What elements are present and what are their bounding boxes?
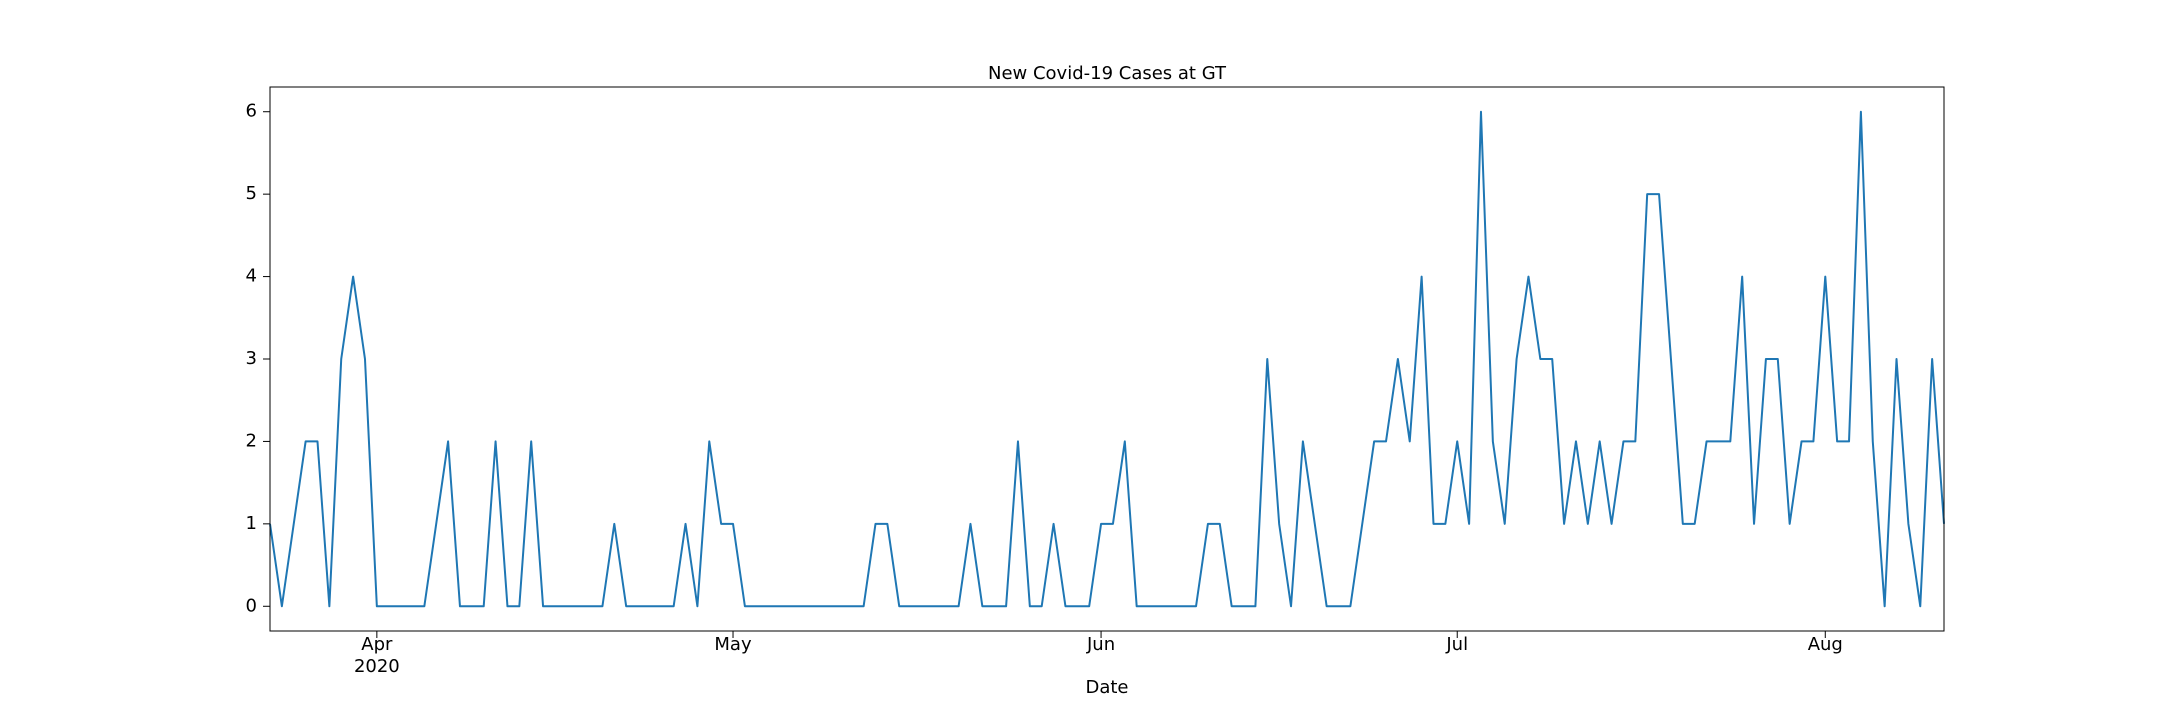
y-tick-label: 1 — [246, 513, 257, 534]
y-tick-label: 4 — [246, 266, 257, 287]
x-tick-label: Apr 2020 — [354, 634, 400, 677]
y-tick-label: 6 — [246, 101, 257, 122]
plot-frame — [269, 86, 1945, 632]
data-line — [269, 110, 1945, 608]
y-tick-label: 5 — [246, 183, 257, 204]
chart-title: New Covid-19 Cases at GT — [988, 63, 1227, 84]
x-axis-label: Date — [1085, 677, 1128, 698]
x-tick-label: May — [714, 634, 752, 655]
y-tick-label: 2 — [246, 430, 257, 451]
y-tick-label: 3 — [246, 348, 257, 369]
y-tick-label: 0 — [246, 595, 257, 616]
x-tick-label: Jun — [1086, 634, 1115, 655]
x-tick-label: Aug — [1808, 634, 1843, 655]
x-tick-label: Jul — [1445, 634, 1468, 655]
